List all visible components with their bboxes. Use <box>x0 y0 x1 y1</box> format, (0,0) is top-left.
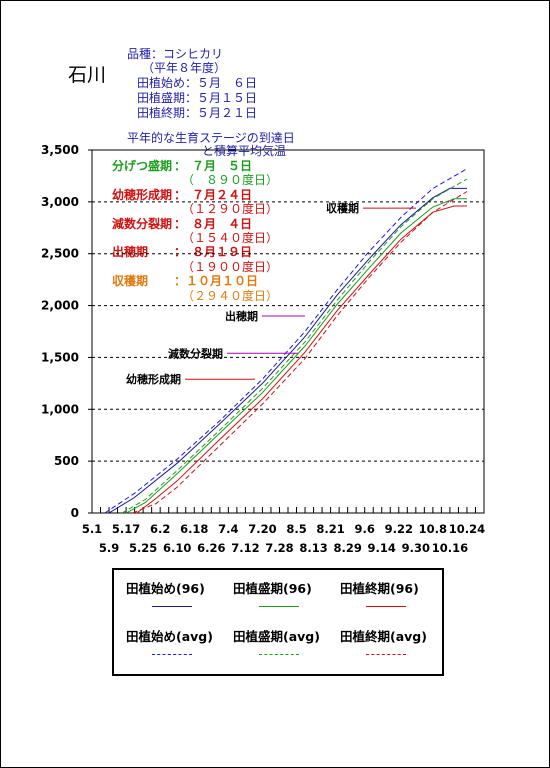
stage-date: ：１０月１０日 <box>174 274 259 289</box>
accumulated-temperature-chart: 0 500 1,000 1,500 2,000 2,500 3,000 3,500 5.1 5.1… <box>41 143 485 555</box>
legend-swatch <box>259 654 299 655</box>
legend-label: 田植始め(avg) <box>126 629 213 644</box>
y-tick-label: 1,000 <box>41 402 79 416</box>
x-tick-label: 8.21 <box>316 522 344 536</box>
stage-label: 分げつ盛期 <box>112 159 173 173</box>
legend-label: 田植盛期(avg) <box>233 629 320 644</box>
stage-marker-label: 減数分裂期 <box>168 346 223 360</box>
legend-swatch <box>152 606 192 607</box>
x-tick-label: 8.13 <box>299 541 327 555</box>
series-line <box>108 187 467 514</box>
stage-label: 出穂期 <box>112 245 149 260</box>
planting-start: 田植始め：５月 ６日 <box>137 76 258 90</box>
stage-accumulated-temp: （１２９０度日） <box>182 202 279 217</box>
stage-row: 減数分裂期： ８月 ４日 <box>112 217 278 231</box>
x-tick-label: 5.9 <box>99 541 119 555</box>
legend-label: 田植終期(avg) <box>340 629 427 644</box>
stage-label: 幼穂形成期 <box>112 187 173 202</box>
legend-swatch <box>366 654 406 655</box>
stage-date: ： ７月 ５日 <box>174 159 253 173</box>
stage-date: ： ８月１９日 <box>174 245 253 260</box>
y-tick-label: 500 <box>54 454 79 468</box>
y-tick-label: 1,500 <box>41 350 79 364</box>
legend-label: 田植終期(96) <box>340 581 419 596</box>
x-tick-label: 7.20 <box>248 522 276 536</box>
stage-label: 収穫期 <box>112 274 149 289</box>
x-tick-label: 9.22 <box>385 522 413 536</box>
year-label: （平年８年度） <box>142 61 227 75</box>
x-tick-label: 8.5 <box>286 522 306 536</box>
series-line <box>121 178 468 514</box>
stage-accumulated-temp: （ ８９０度日） <box>182 173 279 188</box>
x-tick-label: 9.30 <box>402 541 430 555</box>
variety-label: 品種：コシヒカリ <box>127 47 224 61</box>
planting-end: 田植終期：５月２１日 <box>137 106 258 120</box>
legend-label: 田植始め(96) <box>126 581 205 596</box>
x-tick-label: 5.17 <box>112 522 140 536</box>
x-tick-label: 5.1 <box>82 522 102 536</box>
legend-swatch <box>259 606 299 607</box>
y-tick-label: 2,000 <box>41 299 79 313</box>
planting-peak: 田植盛期：５月１５日 <box>137 91 258 105</box>
series-line <box>132 191 468 514</box>
legend-swatch <box>366 606 406 607</box>
stage-table-title: 平年的な生育ステージの到達日 <box>127 131 295 145</box>
stage-date: ： ７月２４日 <box>174 187 253 202</box>
legend-swatch <box>152 654 192 655</box>
stage-accumulated-temp: （１９００度日） <box>182 259 279 274</box>
x-tick-label: 7.28 <box>265 541 293 555</box>
stage-accumulated-temp: （２９４０度日） <box>182 288 279 303</box>
x-tick-label: 10.16 <box>432 541 468 555</box>
stage-accumulated-temp: （１５４０度日） <box>182 231 279 246</box>
y-tick-label: 2,500 <box>41 247 79 261</box>
x-tick-label: 6.18 <box>180 522 208 536</box>
y-tick-label: 3,000 <box>41 195 79 209</box>
x-tick-label: 10.24 <box>449 522 485 536</box>
x-tick-label: 8.29 <box>333 541 361 555</box>
x-tick-label: 7.4 <box>218 522 238 536</box>
x-tick-label: 10.8 <box>419 522 447 536</box>
stage-date: ： ８月 ４日 <box>174 216 253 231</box>
stage-table-subtitle: と積算平均気温 <box>202 144 287 158</box>
y-tick-label: 0 <box>71 506 79 520</box>
stage-marker-label: 収穫期 <box>326 201 359 215</box>
stage-marker-label: 幼穂形成期 <box>126 372 181 386</box>
x-tick-label: 6.10 <box>163 541 191 555</box>
x-tick-label: 6.26 <box>197 541 225 555</box>
series-line <box>136 205 467 514</box>
x-tick-label: 6.2 <box>150 522 170 536</box>
x-tick-label: 9.14 <box>368 541 396 555</box>
legend-label: 田植盛期(96) <box>233 581 312 596</box>
prefecture-title: 石川 <box>68 64 107 86</box>
stage-row: 幼穂形成期： ７月２４日 <box>112 188 278 202</box>
stage-label: 減数分裂期 <box>112 216 173 231</box>
stage-row: 分げつ盛期： ７月 ５日 <box>112 159 278 173</box>
y-tick-label: 3,500 <box>41 143 79 157</box>
stage-row: 出穂期 ： ８月１９日 <box>112 245 278 259</box>
stage-marker-label: 出穂期 <box>225 309 258 323</box>
chart-legend: 田植始め(96) 田植盛期(96) 田植終期(96) 田植始め(avg) 田植盛期(av… <box>112 568 444 676</box>
stage-table: 分げつ盛期： ７月 ５日（ ８９０度日） 幼穂形成期： ７月２４日 （１２９０度日）… <box>112 159 278 303</box>
x-tick-label: 5.25 <box>129 541 157 555</box>
stage-row: 収穫期 ：１０月１０日 <box>112 274 278 288</box>
x-tick-label: 9.6 <box>355 522 375 536</box>
series-line <box>125 198 467 514</box>
x-tick-label: 7.12 <box>231 541 259 555</box>
